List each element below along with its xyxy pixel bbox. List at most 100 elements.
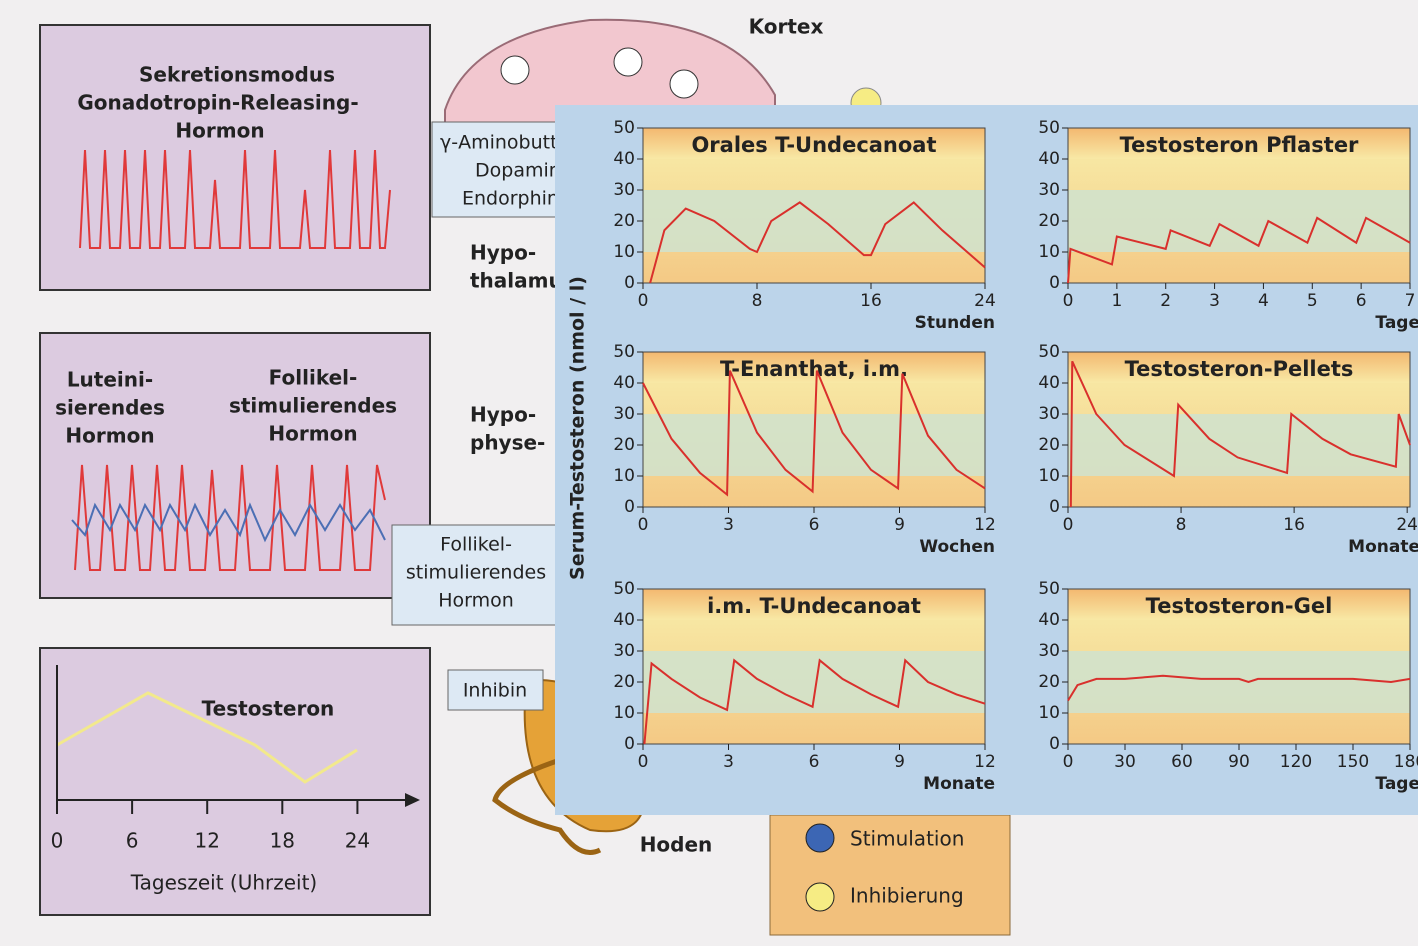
y-tick-label: 30: [613, 641, 635, 661]
y-tick-label: 40: [613, 610, 635, 630]
x-tick-label: 0: [638, 515, 649, 535]
x-axis-label: Stunden: [915, 313, 995, 333]
x-tick-label: 1: [1111, 291, 1122, 311]
x-tick-label: 3: [723, 515, 734, 535]
transmitter: Dopamin: [475, 160, 561, 182]
fsh-box-label: stimulierendes: [406, 562, 546, 584]
y-tick-label: 30: [1038, 404, 1060, 424]
y-tick-label: 30: [1038, 180, 1060, 200]
normal-range: [1068, 414, 1410, 476]
x-tick-label: 9: [894, 752, 905, 772]
inhibin-label: Inhibin: [463, 680, 527, 702]
x-axis-label: Tage: [1375, 313, 1418, 333]
y-tick-label: 40: [1038, 373, 1060, 393]
x-tick-label: 30: [1114, 752, 1136, 772]
x-tick-label: 0: [638, 752, 649, 772]
y-tick-label: 30: [613, 180, 635, 200]
chart-title: Testosteron: [202, 697, 335, 721]
x-tick-label: 6: [809, 752, 820, 772]
x-tick-label: 12: [974, 515, 996, 535]
x-axis-label: Tage: [1375, 774, 1418, 794]
normal-range: [1068, 190, 1410, 252]
transmitter: Endorphine: [462, 188, 571, 210]
normal-range: [1068, 651, 1410, 713]
y-tick-label: 20: [613, 435, 635, 455]
fsh-box-label: Hormon: [438, 590, 514, 612]
gnrh-label: Hormon: [175, 119, 264, 143]
x-tick-label: 150: [1337, 752, 1369, 772]
chart-title: Testosteron-Gel: [1146, 594, 1333, 618]
x-tick-label: 6: [126, 829, 139, 853]
x-tick-label: 6: [1356, 291, 1367, 311]
x-tick-label: 16: [860, 291, 882, 311]
x-tick-label: 8: [1176, 515, 1187, 535]
hoden-label: Hoden: [640, 833, 713, 857]
x-axis-label: Wochen: [919, 537, 995, 557]
gnrh-label: Gonadotropin-Releasing-: [77, 91, 358, 115]
x-tick-label: 18: [270, 829, 295, 853]
y-tick-label: 50: [1038, 342, 1060, 362]
x-tick-label: 4: [1258, 291, 1269, 311]
x-tick-label: 0: [1063, 752, 1074, 772]
fsh-label: Follikel-: [269, 366, 358, 390]
y-tick-label: 20: [1038, 435, 1060, 455]
y-tick-label: 50: [613, 579, 635, 599]
x-tick-label: 16: [1283, 515, 1305, 535]
x-tick-label: 2: [1160, 291, 1171, 311]
y-tick-label: 0: [624, 734, 635, 754]
x-tick-label: 180: [1394, 752, 1418, 772]
y-tick-label: 30: [613, 404, 635, 424]
x-tick-label: 0: [638, 291, 649, 311]
chart-title: Orales T-Undecanoat: [691, 133, 936, 157]
y-tick-label: 50: [613, 118, 635, 138]
legend-label: Inhibierung: [850, 884, 964, 908]
x-tick-label: 3: [1209, 291, 1220, 311]
y-tick-label: 10: [613, 466, 635, 486]
hypophyse-label: Hypo-: [470, 403, 536, 427]
sign: [670, 70, 698, 98]
hypophyse-label: physe-: [470, 431, 545, 455]
chart-title: Testosteron Pflaster: [1120, 133, 1359, 157]
sign: [614, 48, 642, 76]
y-tick-label: 20: [1038, 672, 1060, 692]
figure: Sekretionsmodus Gonadotropin-Releasing- …: [0, 0, 1418, 946]
y-tick-label: 40: [1038, 149, 1060, 169]
y-tick-label: 50: [1038, 118, 1060, 138]
sign: [501, 56, 529, 84]
fsh-label: stimulierendes: [229, 394, 397, 418]
x-tick-label: 12: [974, 752, 996, 772]
x-tick-label: 9: [894, 515, 905, 535]
y-tick-label: 50: [1038, 579, 1060, 599]
fsh-box-label: Follikel-: [440, 534, 512, 556]
chart-title: Testosteron-Pellets: [1125, 357, 1354, 381]
gnrh-label: Sekretionsmodus: [139, 63, 335, 87]
x-tick-label: 8: [752, 291, 763, 311]
y-tick-label: 20: [613, 211, 635, 231]
y-tick-label: 10: [613, 703, 635, 723]
y-tick-label: 40: [613, 149, 635, 169]
x-axis-label: Monate: [1348, 537, 1418, 557]
x-tick-label: 7: [1405, 291, 1416, 311]
x-tick-label: 0: [1063, 515, 1074, 535]
shared-y-label: Serum-Testosteron (nmol / l): [567, 276, 589, 580]
y-tick-label: 0: [1049, 734, 1060, 754]
y-tick-label: 10: [1038, 466, 1060, 486]
y-tick-label: 0: [1049, 273, 1060, 293]
kortex-label: Kortex: [749, 15, 824, 39]
x-axis-label: Tageszeit (Uhrzeit): [130, 871, 317, 895]
x-tick-label: 120: [1280, 752, 1312, 772]
y-tick-label: 20: [1038, 211, 1060, 231]
y-tick-label: 30: [1038, 641, 1060, 661]
y-tick-label: 40: [613, 373, 635, 393]
y-tick-label: 10: [1038, 242, 1060, 262]
x-tick-label: 5: [1307, 291, 1318, 311]
y-tick-label: 10: [1038, 703, 1060, 723]
x-tick-label: 0: [51, 829, 64, 853]
y-tick-label: 0: [624, 497, 635, 517]
x-tick-label: 90: [1228, 752, 1250, 772]
x-tick-label: 60: [1171, 752, 1193, 772]
stimulation-icon: [806, 824, 834, 852]
y-tick-label: 0: [1049, 497, 1060, 517]
legend-label: Stimulation: [850, 827, 964, 851]
fsh-label: Hormon: [268, 422, 357, 446]
